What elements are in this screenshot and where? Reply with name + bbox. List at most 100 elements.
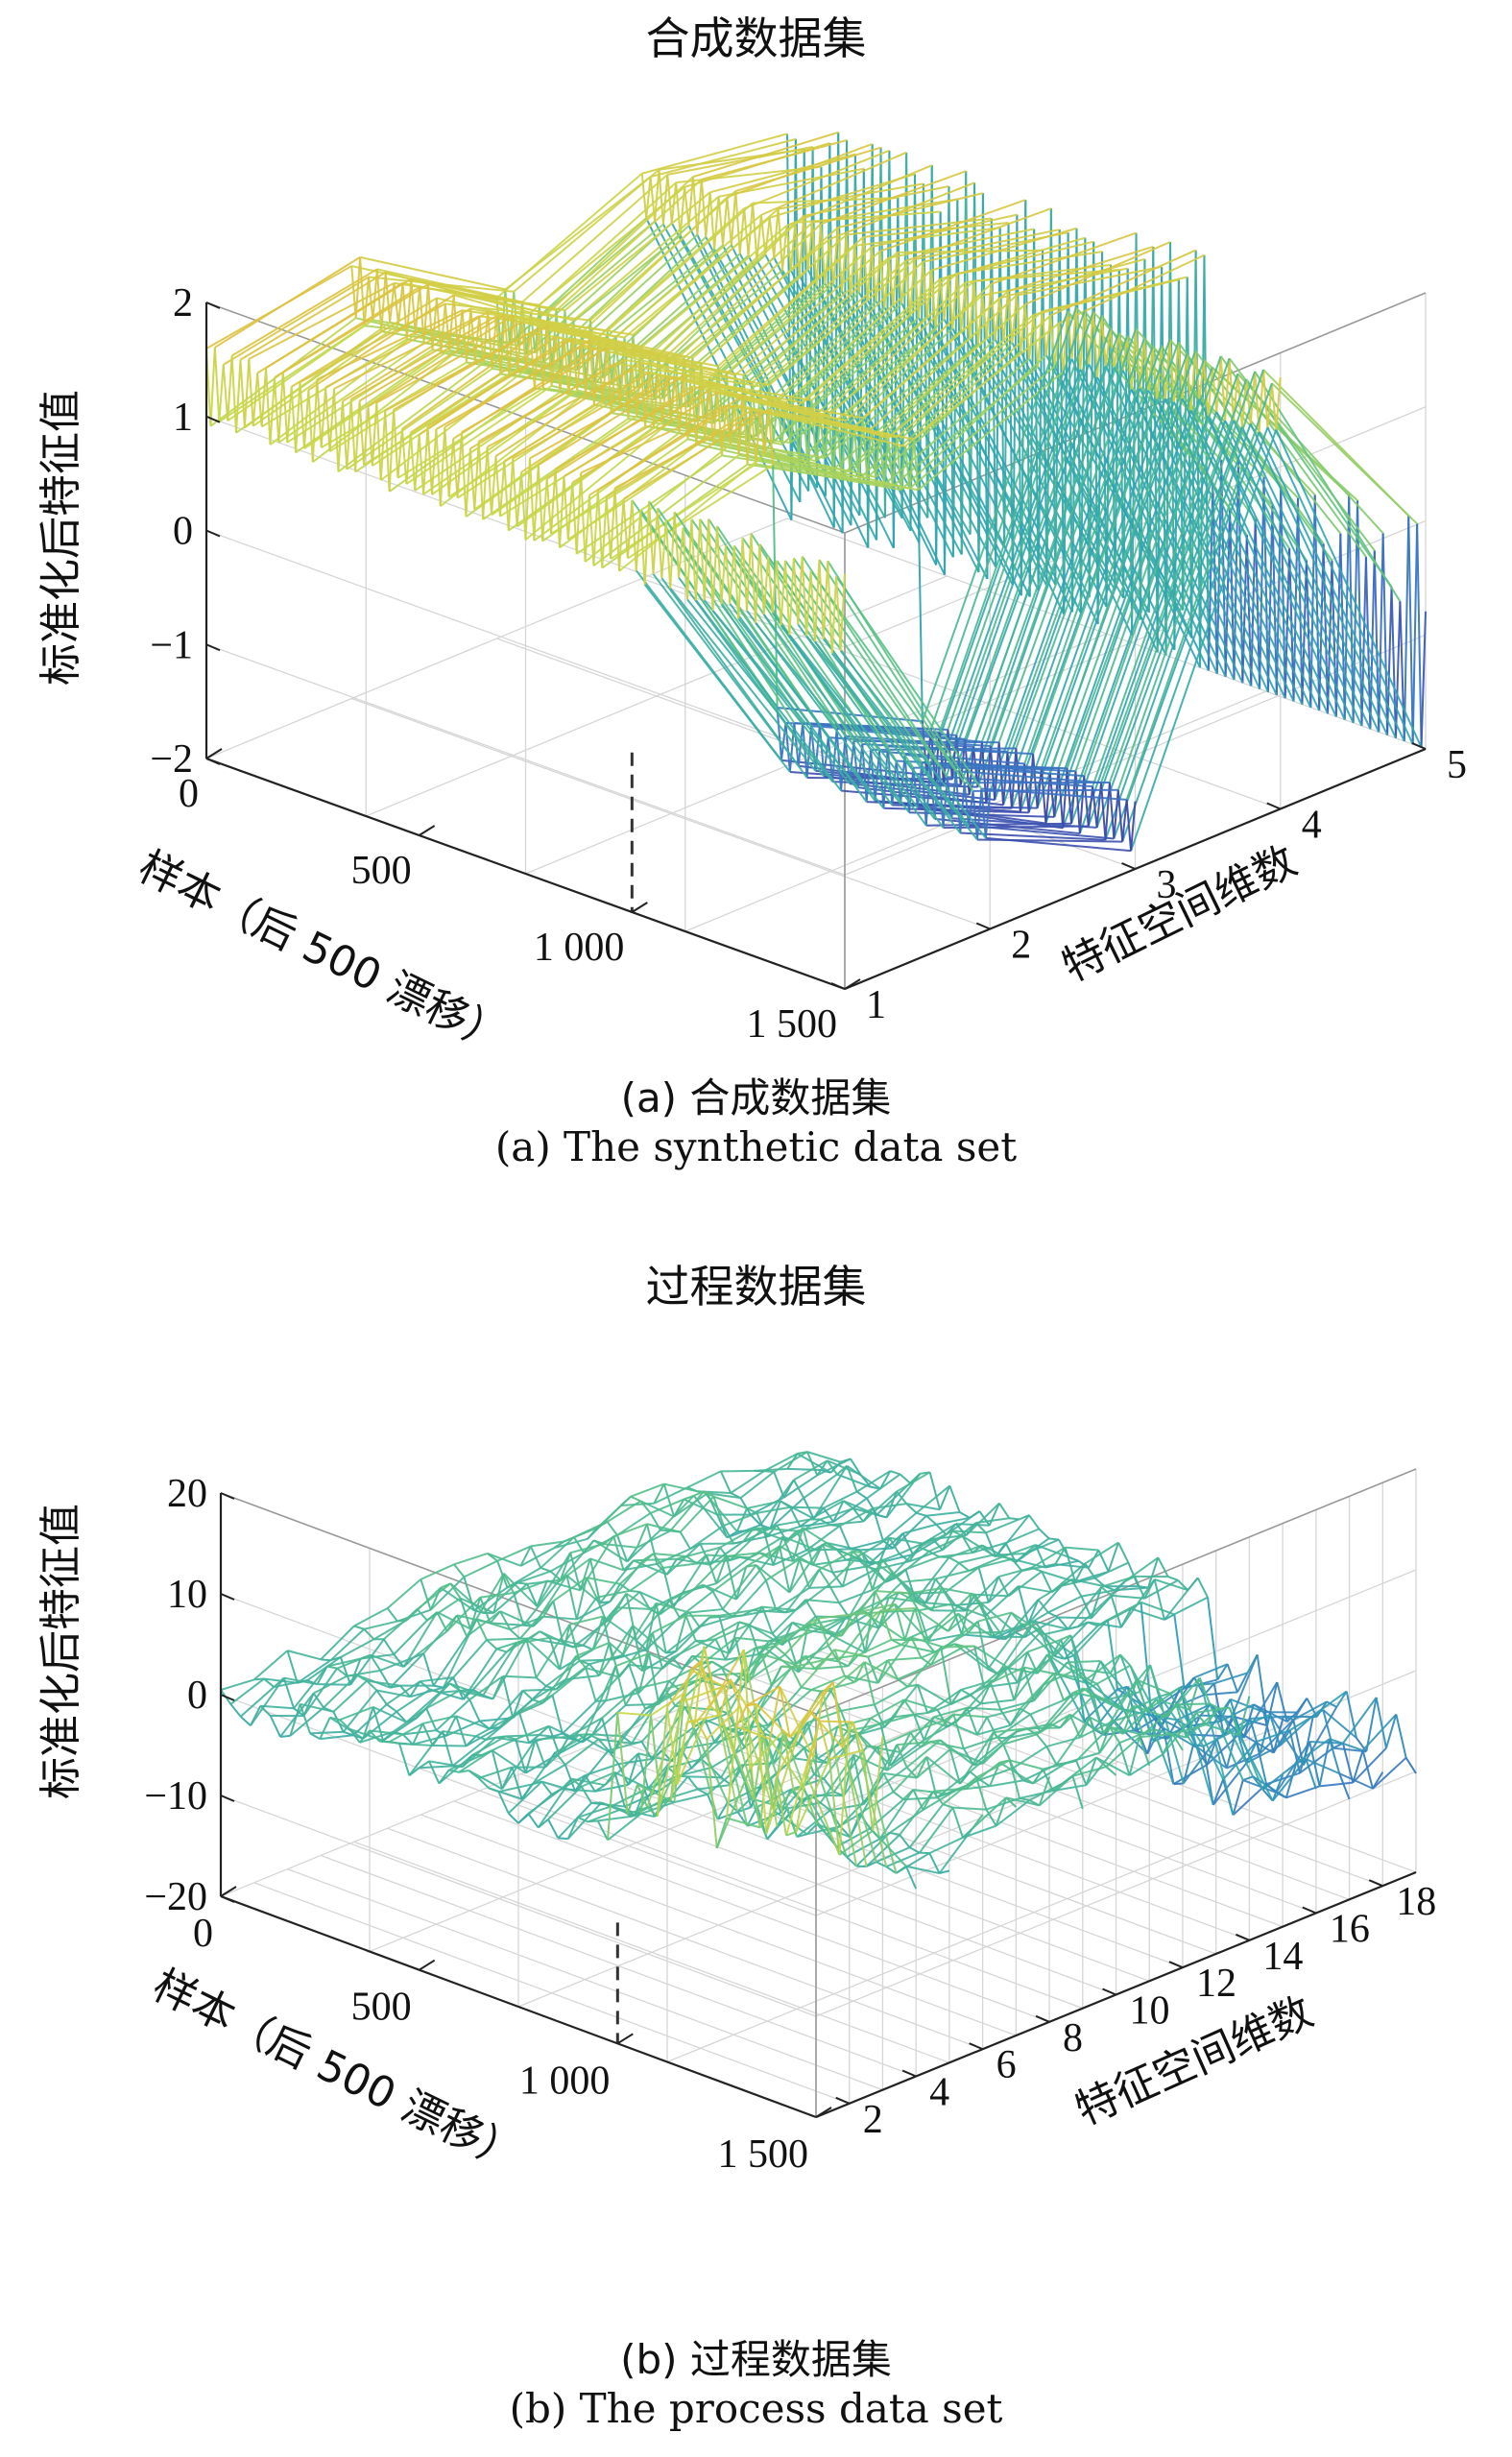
mesh-segment [614, 1771, 649, 1790]
mesh-segment [477, 441, 485, 520]
mesh-segment [955, 273, 963, 331]
x-axis [205, 757, 846, 991]
mesh-segment [924, 1612, 959, 1642]
mesh-segment [349, 398, 357, 472]
mesh-segment [690, 1758, 703, 1770]
mesh-segment [1013, 1667, 1025, 1700]
mesh-segment [883, 358, 1030, 486]
mesh-segment [455, 1715, 491, 1730]
mesh-segment [515, 1724, 550, 1741]
mesh-segment [1030, 1624, 1066, 1660]
mesh-segment [1036, 1713, 1071, 1736]
mesh-segment [371, 402, 378, 467]
mesh-segment [756, 1703, 791, 1739]
mesh-segment [927, 1633, 962, 1643]
mesh-segment [425, 1689, 461, 1710]
mesh-segment [497, 1791, 510, 1814]
mesh-segment [630, 1495, 641, 1503]
mesh-segment [899, 1537, 933, 1555]
mesh-segment [328, 388, 335, 452]
y-tick [1266, 802, 1282, 810]
mesh-segment [375, 402, 382, 481]
mesh-segment [469, 308, 476, 362]
mesh-segment [930, 1645, 966, 1666]
mesh-segment [722, 1564, 757, 1610]
mesh-segment [896, 1471, 931, 1493]
mesh-segment [591, 1717, 604, 1736]
mesh-segment [708, 1673, 742, 1676]
mesh-segment [528, 1734, 540, 1745]
mesh-segment [1271, 1758, 1308, 1802]
mesh-segment [1411, 523, 1419, 745]
mesh-segment [819, 1507, 854, 1521]
mesh-segment [849, 245, 856, 295]
mesh-segment [1153, 1578, 1165, 1621]
mesh-segment [951, 199, 959, 558]
mesh-segment [1125, 1679, 1138, 1713]
mesh-segment [597, 347, 604, 404]
mesh-segment [356, 1674, 368, 1682]
mesh-segment [1266, 383, 1273, 428]
mesh-segment [1399, 601, 1405, 742]
mesh-segment [1095, 1756, 1131, 1776]
mesh-segment [707, 1764, 742, 1795]
mesh-segment [761, 1606, 774, 1634]
mesh-segment [1084, 1541, 1119, 1565]
mesh-segment [641, 132, 788, 175]
mesh-segment [942, 1803, 953, 1809]
mesh-segment [814, 640, 962, 834]
mesh-segment [938, 1827, 974, 1874]
mesh-segment [711, 1660, 723, 1669]
mesh-segment [870, 749, 876, 802]
mesh-segment [389, 1652, 424, 1689]
mesh-segment [989, 1682, 1002, 1711]
mesh-segment [896, 1744, 908, 1769]
mesh-segment [557, 1802, 592, 1840]
mesh-segment [520, 322, 528, 371]
mesh-segment [880, 1609, 893, 1641]
mesh-segment [655, 1684, 689, 1707]
mesh-segment [324, 307, 471, 389]
mesh-segment [721, 197, 729, 246]
mesh-segment [574, 1774, 587, 1793]
z-tick-label: 1 [173, 396, 193, 440]
mesh-segment [893, 1791, 904, 1800]
mesh-segment [348, 1728, 361, 1744]
mesh-segment [985, 1518, 1020, 1534]
mesh-segment [988, 1503, 1000, 1527]
mesh-segment [826, 1541, 860, 1552]
mesh-segment [861, 1552, 874, 1591]
mesh-segment [546, 325, 553, 386]
mesh-segment [866, 1861, 877, 1867]
mesh-segment [964, 1576, 999, 1612]
mesh-segment [755, 622, 901, 805]
mesh-segment [887, 438, 894, 487]
mesh-segment [984, 792, 992, 839]
mesh-segment [307, 294, 455, 392]
mesh-segment [790, 1506, 824, 1509]
mesh-segment [1117, 1542, 1130, 1563]
mesh-segment [862, 1507, 875, 1523]
mesh-segment [763, 1470, 775, 1474]
mesh-segment [693, 1646, 706, 1729]
mesh-segment [666, 1706, 679, 1785]
mesh-segment [604, 1752, 639, 1786]
mesh-segment [888, 1537, 900, 1554]
mesh-segment [1076, 1668, 1089, 1680]
mesh-segment [801, 1686, 812, 1691]
mesh-segment [1173, 1596, 1209, 1616]
mesh-segment [643, 584, 791, 773]
mesh-segment [302, 1693, 315, 1717]
mesh-segment [227, 355, 233, 422]
mesh-segment [976, 1621, 989, 1670]
mesh-segment [630, 1482, 665, 1498]
mesh-segment [995, 1796, 1007, 1826]
mesh-segment [996, 1799, 1030, 1827]
mesh-segment [218, 364, 225, 422]
mesh-segment [769, 1738, 804, 1789]
mesh-segment [448, 1682, 461, 1692]
mesh-segment [1036, 767, 1043, 808]
mesh-segment [830, 652, 978, 841]
mesh-segment [475, 1618, 488, 1641]
mesh-segment [220, 1678, 255, 1692]
